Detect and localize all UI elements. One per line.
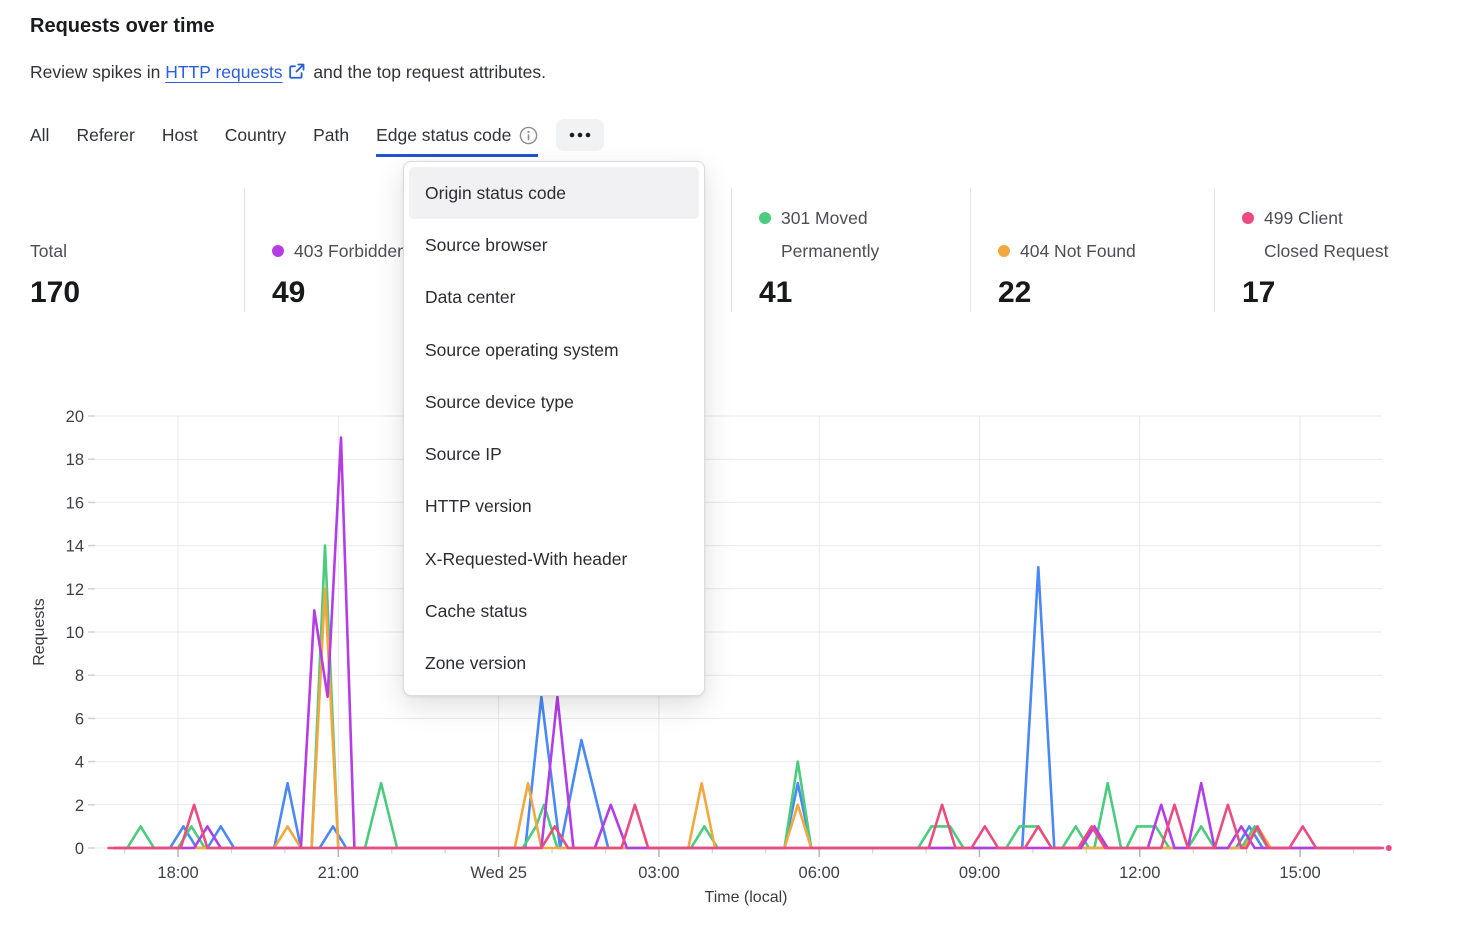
svg-text:4: 4: [75, 754, 84, 772]
http-requests-link[interactable]: HTTP requests: [165, 62, 283, 82]
ellipsis-icon: [570, 132, 591, 138]
stat-404-not-found: 404 Not Found 22: [970, 188, 1214, 312]
stat-label: 403 Forbidden: [272, 235, 507, 268]
stats-row: Total 170 403 Forbidden 49 301 Moved Permanen…: [30, 188, 1458, 312]
tab-path[interactable]: Path: [313, 124, 350, 145]
stat-label: 301 Moved Permanently: [759, 202, 970, 268]
menu-item-source-browser[interactable]: Source browser: [425, 234, 548, 255]
svg-text:6: 6: [75, 710, 84, 728]
svg-text:06:00: 06:00: [799, 864, 840, 882]
stat-label: Total: [30, 241, 67, 261]
attribute-menu: Origin status code Source browser Data cen…: [403, 161, 705, 696]
menu-item-zone-version[interactable]: Zone version: [425, 653, 527, 674]
tab-all[interactable]: All: [30, 124, 50, 145]
svg-text:16: 16: [66, 494, 84, 512]
stat-total: Total 170: [30, 188, 244, 312]
svg-text:18:00: 18:00: [157, 864, 198, 882]
legend-dot: [998, 245, 1010, 257]
svg-text:8: 8: [75, 667, 84, 685]
svg-text:Time (local): Time (local): [705, 889, 788, 906]
menu-item-x-requested-with-header[interactable]: X-Requested-With header: [425, 548, 628, 569]
svg-text:Wed 25: Wed 25: [470, 864, 527, 882]
svg-text:20: 20: [66, 408, 84, 426]
subtitle-prefix: Review spikes in: [30, 62, 166, 82]
menu-item-origin-status-code[interactable]: Origin status code: [409, 167, 699, 220]
svg-text:09:00: 09:00: [959, 864, 1000, 882]
svg-text:Requests: Requests: [31, 598, 48, 666]
svg-text:15:00: 15:00: [1279, 864, 1320, 882]
menu-item-source-device-type[interactable]: Source device type: [425, 391, 574, 412]
svg-text:2: 2: [75, 797, 84, 815]
tab-country[interactable]: Country: [224, 124, 287, 145]
tab-edge-status-code[interactable]: Edge status code: [376, 121, 539, 157]
tab-edge-status-code-label: Edge status code: [376, 124, 512, 145]
svg-text:21:00: 21:00: [318, 864, 359, 882]
page-subtitle: Review spikes in HTTP requests and the t…: [30, 62, 546, 84]
attribute-tabs: All Referer Host Country Path Edge statu…: [30, 119, 605, 157]
svg-text:18: 18: [66, 451, 84, 469]
tab-host[interactable]: Host: [161, 124, 198, 145]
legend-dot: [759, 212, 771, 224]
menu-item-source-ip[interactable]: Source IP: [425, 444, 502, 465]
stat-value: 22: [998, 276, 1032, 309]
svg-text:10: 10: [66, 624, 84, 642]
svg-text:12: 12: [66, 581, 84, 599]
stat-value: 41: [759, 276, 793, 309]
menu-item-cache-status[interactable]: Cache status: [425, 601, 528, 622]
external-link-icon: [288, 63, 305, 84]
legend-dot: [272, 245, 284, 257]
page-title: Requests over time: [30, 15, 215, 37]
subtitle-suffix: and the top request attributes.: [308, 62, 546, 82]
svg-text:03:00: 03:00: [638, 864, 679, 882]
stat-label: 499 Client Closed Request: [1242, 202, 1458, 268]
more-attributes-button[interactable]: [556, 119, 605, 151]
svg-text:0: 0: [75, 840, 84, 858]
menu-item-data-center[interactable]: Data center: [425, 287, 516, 308]
stat-499-client-closed-request: 499 Client Closed Request 17: [1214, 188, 1458, 312]
stat-value: 49: [272, 276, 306, 309]
svg-text:14: 14: [66, 538, 84, 556]
svg-text:12:00: 12:00: [1119, 864, 1160, 882]
stat-value: 17: [1242, 276, 1276, 309]
menu-item-http-version[interactable]: HTTP version: [425, 496, 532, 517]
stat-403-forbidden: 403 Forbidden 49: [244, 188, 507, 312]
stat-label: 404 Not Found: [998, 235, 1214, 268]
tab-referer[interactable]: Referer: [76, 124, 135, 145]
legend-dot: [1242, 212, 1254, 224]
info-icon[interactable]: [519, 126, 538, 145]
menu-item-source-operating-system[interactable]: Source operating system: [425, 339, 619, 360]
stat-value: 170: [30, 276, 81, 309]
stat-301-moved-permanently: 301 Moved Permanently 41: [731, 188, 970, 312]
